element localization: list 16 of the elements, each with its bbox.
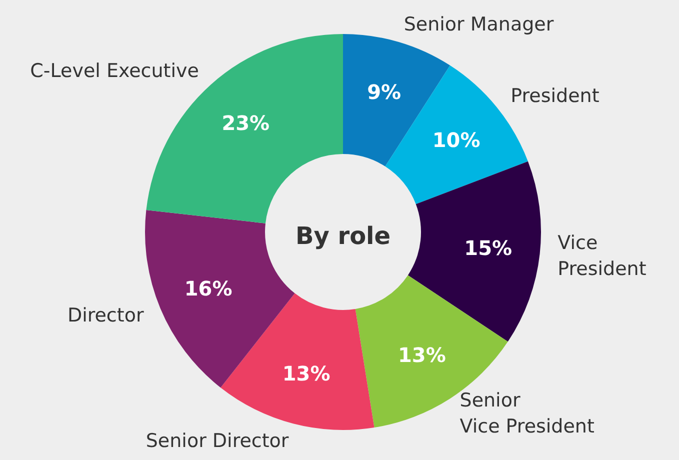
data-label: 13%: [282, 361, 330, 386]
data-label: 16%: [184, 276, 232, 300]
slice-label: Vice President: [558, 232, 646, 280]
slice-label: Senior Manager: [404, 14, 554, 36]
slice-label: C-Level Executive: [30, 60, 199, 82]
data-label: 15%: [464, 236, 512, 260]
donut-slice: [408, 161, 541, 342]
data-label: 10%: [432, 128, 480, 152]
text: By role: [295, 222, 391, 250]
slice-label: Senior Director: [146, 430, 289, 452]
data-label: 23%: [222, 111, 270, 136]
data-label: 9%: [367, 80, 402, 104]
slice-label: Senior Vice President: [460, 390, 594, 438]
slice-label: Director: [67, 304, 144, 326]
slice-label: President: [510, 84, 600, 107]
data-label: 13%: [398, 342, 446, 367]
